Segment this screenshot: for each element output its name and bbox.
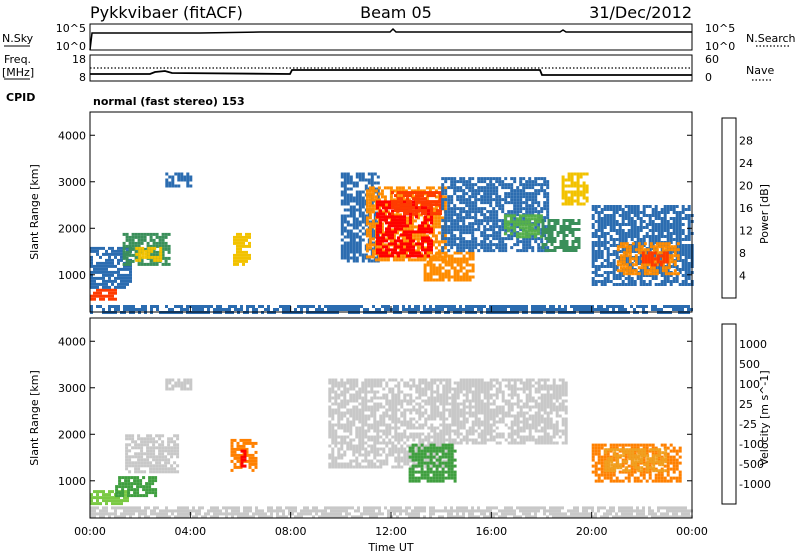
beam-title: Beam 05 bbox=[360, 3, 432, 22]
scatter-region-17 bbox=[641, 251, 669, 267]
scatter-region-12 bbox=[503, 214, 543, 239]
freq-label: Freq. bbox=[4, 53, 31, 66]
power-panel: 1000 2000 3000 4000 Slant Range [km] bbox=[28, 111, 694, 314]
freq-tick-top: 18 bbox=[72, 53, 86, 66]
scatter-region-11 bbox=[90, 506, 693, 519]
ytick-label: 3000 bbox=[58, 382, 86, 395]
nave-tick-bottom: 0 bbox=[705, 71, 712, 84]
colorbar-tick: 1000 bbox=[739, 338, 767, 351]
xtick-label: 08:00 bbox=[275, 525, 307, 538]
scatter-region-8 bbox=[453, 378, 568, 445]
scatter-region-7 bbox=[408, 443, 457, 483]
xtick-label: 00:00 bbox=[676, 525, 708, 538]
colorbar-tick: 16 bbox=[739, 202, 753, 215]
nsky-tick-bottom: 10^0 bbox=[56, 40, 86, 53]
ytick-label: 4000 bbox=[58, 335, 86, 348]
velocity-regions bbox=[90, 378, 693, 519]
nsky-tick-top: 10^5 bbox=[56, 22, 86, 35]
xtick-label: 20:00 bbox=[576, 525, 608, 538]
nsearch-tick-bottom: 10^0 bbox=[705, 40, 735, 53]
scatter-region-3 bbox=[135, 246, 163, 262]
nsky-strip: N.Sky 10^5 10^0 10^5 10^0 N.Search bbox=[2, 22, 796, 53]
station-title: Pykkvibaer (fitACF) bbox=[90, 3, 243, 22]
ytick-label: 3000 bbox=[58, 176, 86, 189]
power-y-ticks: 1000 2000 3000 4000 bbox=[58, 129, 692, 282]
colorbar-tick: 12 bbox=[739, 225, 753, 238]
nsky-label: N.Sky bbox=[2, 32, 34, 45]
colorbar-frame bbox=[721, 117, 737, 299]
freq-tick-bottom: 8 bbox=[79, 71, 86, 84]
scatter-region-0 bbox=[90, 288, 117, 301]
power-colorbar: 4 8 12 16 20 24 28 bbox=[721, 117, 753, 299]
colorbar-tick: -500 bbox=[739, 458, 764, 471]
xtick-label: 00:00 bbox=[74, 525, 106, 538]
velocity-colorbar: 1000 500 100 25 -25 -100 -500 -1000 bbox=[721, 323, 771, 505]
scatter-region-5 bbox=[233, 232, 251, 266]
power-ylabel: Slant Range [km] bbox=[28, 164, 41, 260]
colorbar-tick: 8 bbox=[739, 247, 746, 260]
ytick-label: 2000 bbox=[58, 222, 86, 235]
scatter-region-15 bbox=[591, 205, 694, 286]
scatter-region-6 bbox=[340, 172, 380, 263]
time-xlabel: Time UT bbox=[367, 541, 413, 554]
scatter-region-3 bbox=[165, 378, 193, 391]
nave-label: Nave bbox=[746, 64, 774, 77]
nsearch-tick-top: 10^5 bbox=[705, 22, 735, 35]
freq-unit: [MHz] bbox=[2, 66, 34, 79]
colorbar-tick: 25 bbox=[739, 398, 753, 411]
nave-tick-top: 60 bbox=[705, 53, 719, 66]
nsearch-label: N.Search bbox=[746, 32, 796, 45]
cpid-label: CPID bbox=[6, 91, 35, 104]
date-title: 31/Dec/2012 bbox=[589, 3, 692, 22]
nsky-trace bbox=[89, 27, 692, 51]
ytick-label: 4000 bbox=[58, 129, 86, 142]
scatter-region-6 bbox=[328, 378, 455, 469]
colorbar-tick: 24 bbox=[739, 157, 753, 170]
colorbar-tick: 28 bbox=[739, 135, 753, 148]
colorbar-tick: -25 bbox=[739, 418, 757, 431]
scatter-region-2 bbox=[125, 434, 180, 474]
colorbar-tick: -1000 bbox=[739, 478, 771, 491]
nsky-frame bbox=[89, 23, 693, 51]
power-regions bbox=[90, 172, 694, 314]
scatter-region-10 bbox=[604, 448, 668, 473]
scatter-region-9 bbox=[391, 191, 442, 216]
xtick-label: 16:00 bbox=[475, 525, 507, 538]
xtick-label: 12:00 bbox=[375, 525, 407, 538]
velocity-ylabel: Slant Range [km] bbox=[28, 370, 41, 466]
velocity-y-ticks: 1000 2000 3000 4000 bbox=[58, 335, 692, 488]
scatter-region-5 bbox=[240, 449, 247, 468]
scatter-region-2 bbox=[122, 232, 171, 266]
velocity-colorbar-label: Velocity [m s^-1] bbox=[758, 370, 771, 465]
scatter-region-11 bbox=[441, 177, 550, 253]
scatter-region-13 bbox=[541, 219, 581, 252]
scatter-region-4 bbox=[165, 172, 193, 188]
power-colorbar-label: Power [dB] bbox=[758, 184, 771, 244]
scatter-region-14 bbox=[561, 172, 589, 206]
scatter-region-1 bbox=[115, 476, 158, 498]
freq-trace bbox=[90, 69, 692, 76]
ytick-label: 2000 bbox=[58, 428, 86, 441]
colorbar-frame bbox=[721, 323, 737, 505]
scatter-region-10 bbox=[423, 251, 475, 282]
ytick-label: 1000 bbox=[58, 269, 86, 282]
colorbar-tick: 500 bbox=[739, 358, 760, 371]
freq-strip: Freq. [MHz] 18 8 60 0 Nave bbox=[2, 53, 774, 84]
colorbar-tick: 20 bbox=[739, 180, 753, 193]
cpid-value: normal (fast stereo) 153 bbox=[93, 95, 245, 108]
time-x-ticks: 00:00 04:00 08:00 12:00 16:00 20:00 00:00 bbox=[74, 306, 708, 538]
ytick-label: 1000 bbox=[58, 475, 86, 488]
xtick-label: 04:00 bbox=[174, 525, 206, 538]
colorbar-tick: 4 bbox=[739, 270, 746, 283]
colorbar-tick: 100 bbox=[739, 378, 760, 391]
colorbar-tick: -100 bbox=[739, 438, 764, 451]
